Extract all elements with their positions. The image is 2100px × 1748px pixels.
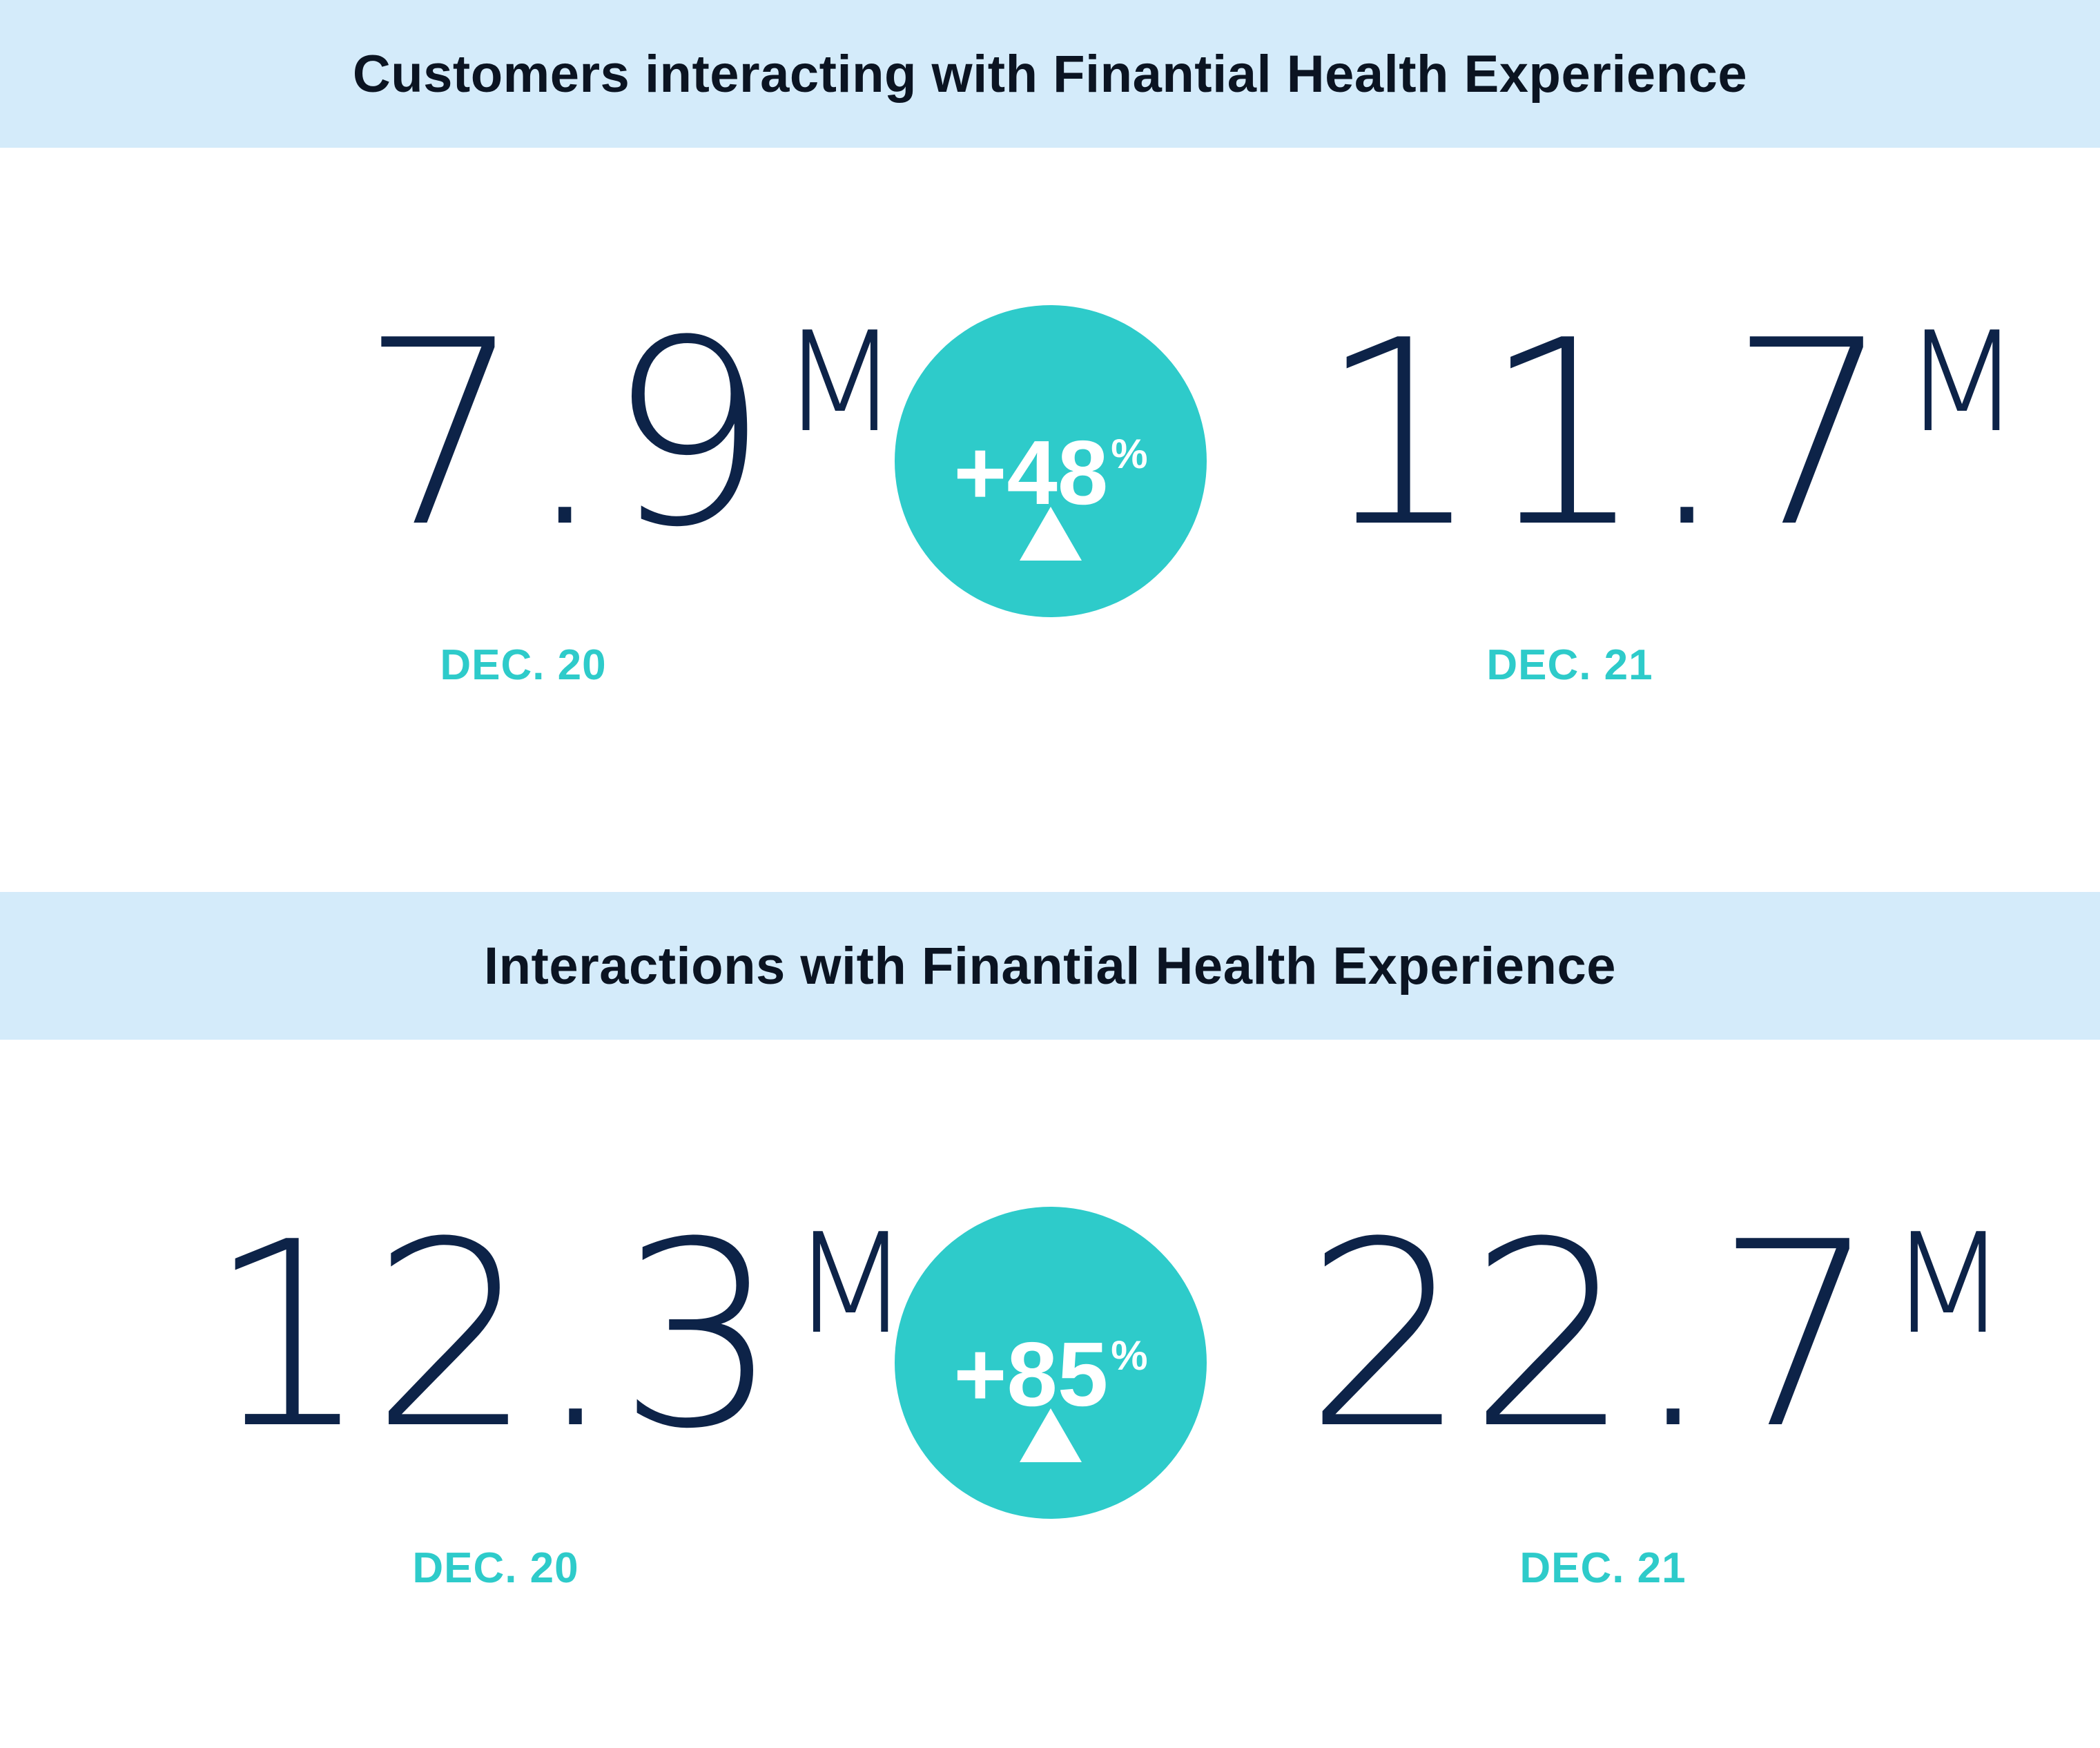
section-1-after-metric: 11.7 M (1319, 287, 2022, 583)
section-1-change-text: +48% (895, 409, 1207, 518)
section-1-after-label: DEC. 21 (1486, 641, 1653, 689)
section-2-header: Interactions with Finantial Health Exper… (0, 892, 2100, 1040)
section-2-change-text: +85% (895, 1310, 1207, 1420)
section-2-before-unit: M (790, 1204, 911, 1365)
section-2-change-sign: % (1111, 1332, 1148, 1379)
section-1-change-sign: % (1111, 431, 1148, 477)
triangle-up-icon (1020, 507, 1082, 561)
section-2-after-unit: M (1888, 1204, 2008, 1365)
section-2-after-value: 22.7 (1305, 1188, 1879, 1485)
section-2-change-value: +85 (953, 1323, 1109, 1425)
section-1-before-value: 7.9 (360, 287, 771, 583)
section-1-before-label: DEC. 20 (440, 641, 607, 689)
section-1-after-value: 11.7 (1319, 287, 1893, 583)
section-2-after-label: DEC. 21 (1519, 1544, 1686, 1592)
section-2-title: Interactions with Finantial Health Exper… (484, 936, 1616, 996)
section-1-change-badge: +48% (895, 305, 1207, 617)
triangle-up-icon (1020, 1408, 1082, 1462)
section-1-before-metric: 7.9 M (360, 287, 900, 583)
section-1-header: Customers interacting with Finantial Hea… (0, 0, 2100, 148)
section-1-title: Customers interacting with Finantial Hea… (352, 44, 1748, 104)
section-2-before-label: DEC. 20 (412, 1544, 579, 1592)
section-1-change-value: +48 (953, 422, 1109, 523)
section-2-before-metric: 12.3 M (207, 1188, 911, 1485)
section-2-after-metric: 22.7 M (1305, 1188, 2008, 1485)
section-1-before-unit: M (780, 302, 900, 463)
section-2-change-badge: +85% (895, 1207, 1207, 1519)
section-2-before-value: 12.3 (207, 1188, 781, 1485)
section-1-after-unit: M (1902, 302, 2022, 463)
